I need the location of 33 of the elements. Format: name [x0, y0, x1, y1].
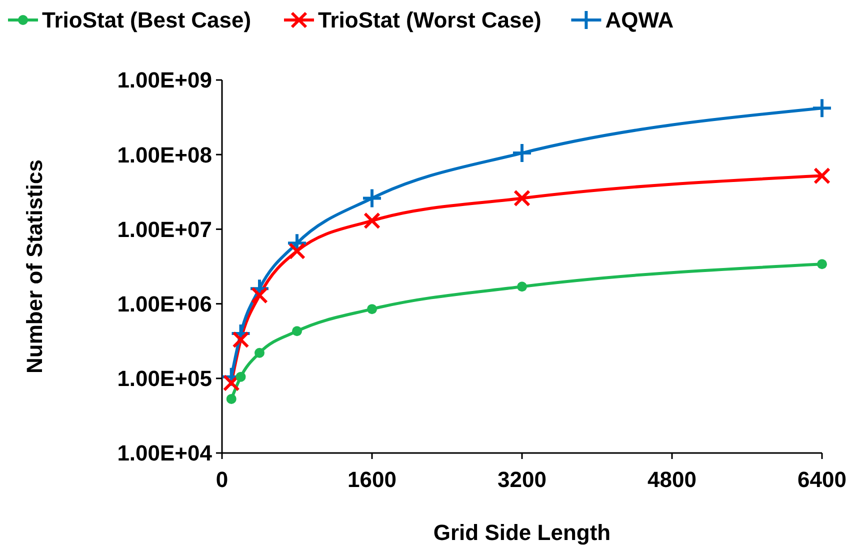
point	[288, 242, 306, 260]
legend-label: AQWA	[605, 8, 674, 33]
y-axis-title: Number of Statistics	[22, 160, 47, 374]
point	[254, 348, 264, 358]
point	[222, 374, 240, 392]
y-tick-label: 1.00E+06	[117, 292, 212, 316]
point	[517, 282, 527, 292]
point	[514, 190, 530, 207]
y-tick-label: 1.00E+09	[117, 68, 212, 93]
x-tick-label: 4800	[648, 467, 696, 492]
point	[364, 212, 380, 230]
legend-label: TrioStat (Best Case)	[42, 8, 252, 33]
point	[232, 331, 250, 348]
point	[236, 372, 246, 382]
y-tick-label: 1.00E+07	[117, 216, 212, 242]
legend-label: TrioStat (Worst Case)	[318, 8, 542, 33]
point	[251, 286, 268, 304]
point	[226, 394, 236, 404]
point	[812, 98, 832, 119]
x-tick-label: 6400	[798, 467, 846, 492]
y-tick-label: 1.00E+08	[117, 142, 212, 168]
point	[814, 167, 830, 184]
point	[817, 259, 827, 270]
point	[362, 188, 382, 209]
y-tick-label: 1.00E+05	[117, 366, 212, 392]
x-tick-label: 1600	[348, 467, 396, 492]
x-axis-title: Grid Side Length	[433, 520, 611, 545]
y-tick-label: 1.00E+04	[117, 440, 213, 466]
x-tick-label: 0	[216, 467, 228, 492]
point	[367, 304, 377, 314]
point	[292, 326, 302, 336]
x-tick-label: 3200	[498, 467, 546, 492]
point	[512, 142, 532, 164]
